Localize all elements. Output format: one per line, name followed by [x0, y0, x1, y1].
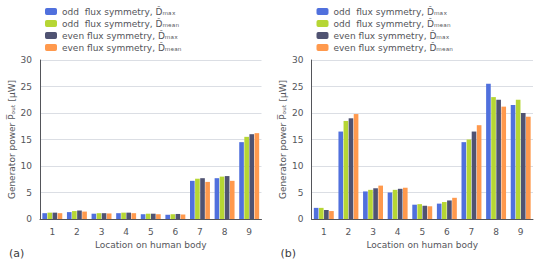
svg-text:even flux symmetry, D̂ₘₐₓ: even flux symmetry, D̂ₘₐₓ	[334, 30, 450, 41]
svg-text:8: 8	[493, 227, 499, 237]
svg-text:Generator power P̅ₒᵤₜ [μW]: Generator power P̅ₒᵤₜ [μW]	[6, 80, 17, 199]
svg-text:0: 0	[298, 214, 304, 224]
svg-text:Location on human body: Location on human body	[95, 240, 207, 250]
svg-text:9: 9	[518, 227, 524, 237]
svg-text:9: 9	[246, 227, 252, 237]
svg-text:odd flux symmetry, D̂ₘₑₐₙ: odd flux symmetry, D̂ₘₑₐₙ	[334, 18, 451, 29]
svg-text:10: 10	[292, 161, 304, 171]
svg-text:6: 6	[444, 227, 450, 237]
svg-text:4: 4	[395, 227, 401, 237]
svg-text:25: 25	[21, 82, 32, 92]
svg-text:5: 5	[148, 227, 154, 237]
svg-text:3: 3	[99, 227, 105, 237]
svg-text:Location on human body: Location on human body	[366, 240, 478, 250]
svg-text:7: 7	[469, 227, 475, 237]
svg-text:even flux symmetry, D̂ₘₐₓ: even flux symmetry, D̂ₘₐₓ	[62, 30, 178, 41]
svg-text:0: 0	[26, 214, 32, 224]
svg-text:10: 10	[21, 161, 33, 171]
svg-text:15: 15	[292, 135, 303, 145]
svg-text:1: 1	[321, 227, 327, 237]
svg-text:30: 30	[292, 55, 304, 65]
svg-text:20: 20	[21, 108, 33, 118]
svg-text:even flux symmetry, D̂ₘₑₐₙ: even flux symmetry, D̂ₘₑₐₙ	[62, 42, 182, 53]
svg-text:4: 4	[123, 227, 129, 237]
svg-text:30: 30	[21, 55, 33, 65]
svg-text:(a): (a)	[9, 247, 24, 260]
svg-text:8: 8	[222, 227, 228, 237]
svg-text:2: 2	[346, 227, 352, 237]
svg-text:6: 6	[172, 227, 178, 237]
svg-text:odd flux symmetry, D̂ₘₐₓ: odd flux symmetry, D̂ₘₐₓ	[62, 6, 176, 17]
svg-text:odd flux symmetry, D̂ₘₑₐₙ: odd flux symmetry, D̂ₘₑₐₙ	[62, 18, 179, 29]
svg-text:even flux symmetry, D̂ₘₑₐₙ: even flux symmetry, D̂ₘₑₐₙ	[334, 42, 454, 53]
svg-text:25: 25	[292, 82, 303, 92]
svg-text:(b): (b)	[281, 247, 297, 260]
svg-text:5: 5	[419, 227, 425, 237]
svg-text:5: 5	[298, 188, 304, 198]
svg-text:Generator power P̅ₒᵤₜ [μW]: Generator power P̅ₒᵤₜ [μW]	[277, 80, 288, 199]
svg-text:7: 7	[197, 227, 203, 237]
svg-text:odd flux symmetry, D̂ₘₐₓ: odd flux symmetry, D̂ₘₐₓ	[334, 6, 448, 17]
svg-text:5: 5	[26, 188, 32, 198]
svg-text:2: 2	[74, 227, 80, 237]
svg-text:15: 15	[21, 135, 32, 145]
svg-text:1: 1	[49, 227, 55, 237]
svg-text:20: 20	[292, 108, 304, 118]
svg-text:3: 3	[370, 227, 376, 237]
